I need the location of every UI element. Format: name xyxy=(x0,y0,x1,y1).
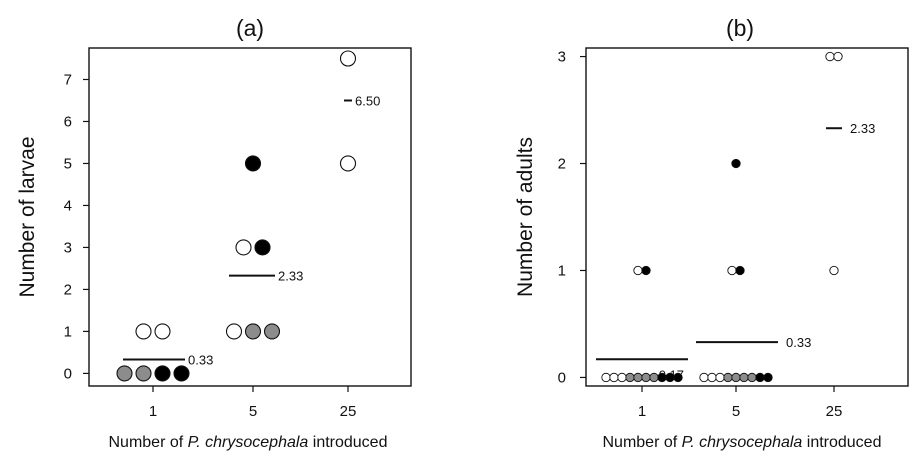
y-tick-label: 4 xyxy=(64,197,72,214)
data-point xyxy=(625,372,635,383)
mean-label: 0.33 xyxy=(786,335,811,350)
panel-a-y-ticks: 0 1 2 3 4 5 6 7 xyxy=(64,71,89,382)
data-point xyxy=(673,372,683,383)
data-point xyxy=(244,155,262,172)
data-point xyxy=(154,365,171,382)
x-tick-label: 25 xyxy=(826,403,843,420)
data-point xyxy=(339,155,357,172)
panel-a: (a) Number of larvae Number of P. chryso… xyxy=(16,15,412,451)
data-point xyxy=(235,239,252,256)
panel-b-title: (b) xyxy=(726,15,754,41)
data-point xyxy=(649,372,659,383)
mean-label: 6.50 xyxy=(355,93,380,108)
data-point xyxy=(135,365,152,382)
data-point xyxy=(825,51,835,62)
x-tick-label: 5 xyxy=(732,403,740,420)
panel-b-xlabel-species: P. chrysocephala xyxy=(682,434,803,451)
mean-label: 2.33 xyxy=(850,121,875,136)
data-point xyxy=(715,372,725,383)
y-tick-label: 7 xyxy=(64,71,72,88)
data-point xyxy=(244,323,262,340)
data-point xyxy=(116,365,133,382)
y-tick-label: 1 xyxy=(64,323,72,340)
data-point xyxy=(225,323,243,340)
panel-b-y-ticks: 0 1 2 3 xyxy=(558,49,586,386)
x-tick-label: 5 xyxy=(249,403,257,420)
panel-a-title: (a) xyxy=(236,15,264,41)
data-point xyxy=(731,158,741,169)
panel-b-x-axis-label: Number of P. chrysocephala introduced xyxy=(603,434,882,451)
data-point xyxy=(727,265,737,276)
panel-b: (b) Number of adults Number of P. chryso… xyxy=(514,15,909,451)
y-tick-label: 1 xyxy=(558,262,566,279)
x-tick-label: 1 xyxy=(638,403,646,420)
panel-a-xlabel-species: P. chrysocephala xyxy=(188,434,309,451)
data-point xyxy=(763,372,773,383)
data-point xyxy=(755,372,765,383)
panel-a-xlabel-part3: introduced xyxy=(308,434,387,451)
mean-label: 2.33 xyxy=(278,269,303,284)
data-point xyxy=(173,365,190,382)
data-point xyxy=(739,372,749,383)
data-point xyxy=(135,323,152,340)
y-tick-label: 3 xyxy=(64,239,72,256)
panel-a-y-axis-label: Number of larvae xyxy=(16,136,39,297)
x-tick-label: 1 xyxy=(149,403,157,420)
y-tick-label: 6 xyxy=(64,113,72,130)
data-point xyxy=(633,372,643,383)
panel-a-x-axis-label: Number of P. chrysocephala introduced xyxy=(109,434,388,451)
data-point xyxy=(829,265,839,276)
panel-a-xlabel-part1: Number of xyxy=(109,434,188,451)
data-point xyxy=(833,51,843,62)
y-tick-label: 3 xyxy=(558,49,566,66)
y-tick-label: 2 xyxy=(64,281,72,298)
data-point xyxy=(339,50,357,67)
data-point xyxy=(665,372,675,383)
y-tick-label: 5 xyxy=(64,155,72,172)
data-point xyxy=(633,265,643,276)
data-point xyxy=(657,372,667,383)
panel-a-points xyxy=(116,50,357,382)
panel-a-x-ticks: 1 5 25 xyxy=(149,386,357,420)
panel-b-frame xyxy=(585,47,909,387)
data-point xyxy=(641,372,651,383)
data-point xyxy=(723,372,733,383)
data-point xyxy=(731,372,741,383)
panel-b-points xyxy=(601,51,843,383)
data-point xyxy=(617,372,627,383)
data-point xyxy=(601,372,611,383)
data-point xyxy=(699,372,709,383)
data-point xyxy=(747,372,757,383)
x-tick-label: 25 xyxy=(340,403,357,420)
data-point xyxy=(154,323,171,340)
data-point xyxy=(609,372,619,383)
y-tick-label: 0 xyxy=(64,365,72,382)
panel-b-xlabel-part3: introduced xyxy=(802,434,881,451)
y-tick-label: 0 xyxy=(558,369,566,386)
data-point xyxy=(263,323,281,340)
data-point xyxy=(254,239,271,256)
panel-b-xlabel-part1: Number of xyxy=(603,434,682,451)
mean-label: 0.33 xyxy=(188,353,213,368)
panel-a-frame xyxy=(88,47,412,387)
data-point xyxy=(641,265,651,276)
data-point xyxy=(735,265,745,276)
panel-a-means: 0.33 2.33 6.50 xyxy=(123,93,380,368)
data-point xyxy=(707,372,717,383)
panel-b-x-ticks: 1 5 25 xyxy=(638,386,843,420)
panel-b-y-axis-label: Number of adults xyxy=(514,137,537,297)
y-tick-label: 2 xyxy=(558,156,566,173)
